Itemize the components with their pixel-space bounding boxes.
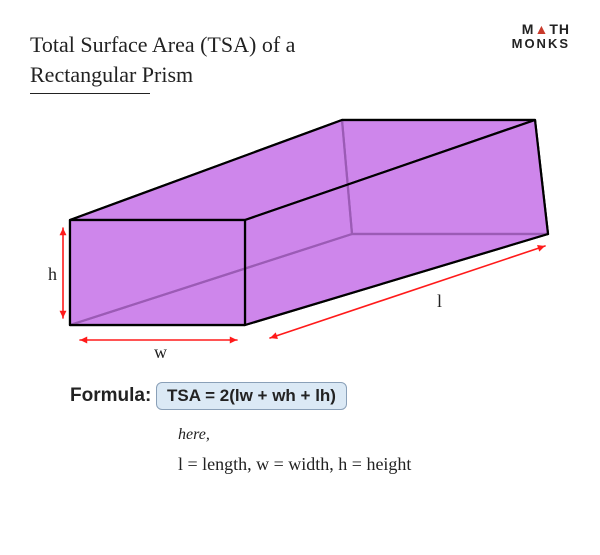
formula-label: Formula:	[70, 385, 151, 406]
svg-text:l: l	[437, 291, 442, 311]
logo-triangle-icon: ▲	[534, 21, 549, 37]
title-line-1: Total Surface Area (TSA) of a	[30, 30, 570, 60]
logo-th: TH	[549, 21, 570, 37]
svg-text:w: w	[154, 342, 167, 362]
here-label: here,	[178, 426, 570, 444]
title-line-2: Rectangular Prism	[30, 60, 570, 90]
svg-text:h: h	[48, 264, 57, 284]
logo-m: M	[522, 21, 535, 37]
title-underline	[30, 93, 150, 94]
prism-diagram: h w l	[30, 100, 570, 370]
title-block: Total Surface Area (TSA) of a Rectangula…	[30, 30, 570, 94]
brand-logo: M▲TH MONKS	[512, 22, 570, 50]
formula-box: TSA = 2(lw + wh + lh)	[156, 382, 347, 410]
formula-block: Formula: TSA = 2(lw + wh + lh)	[70, 382, 570, 410]
definitions: l = length, w = width, h = height	[178, 454, 570, 475]
logo-bottom: MONKS	[512, 37, 570, 51]
